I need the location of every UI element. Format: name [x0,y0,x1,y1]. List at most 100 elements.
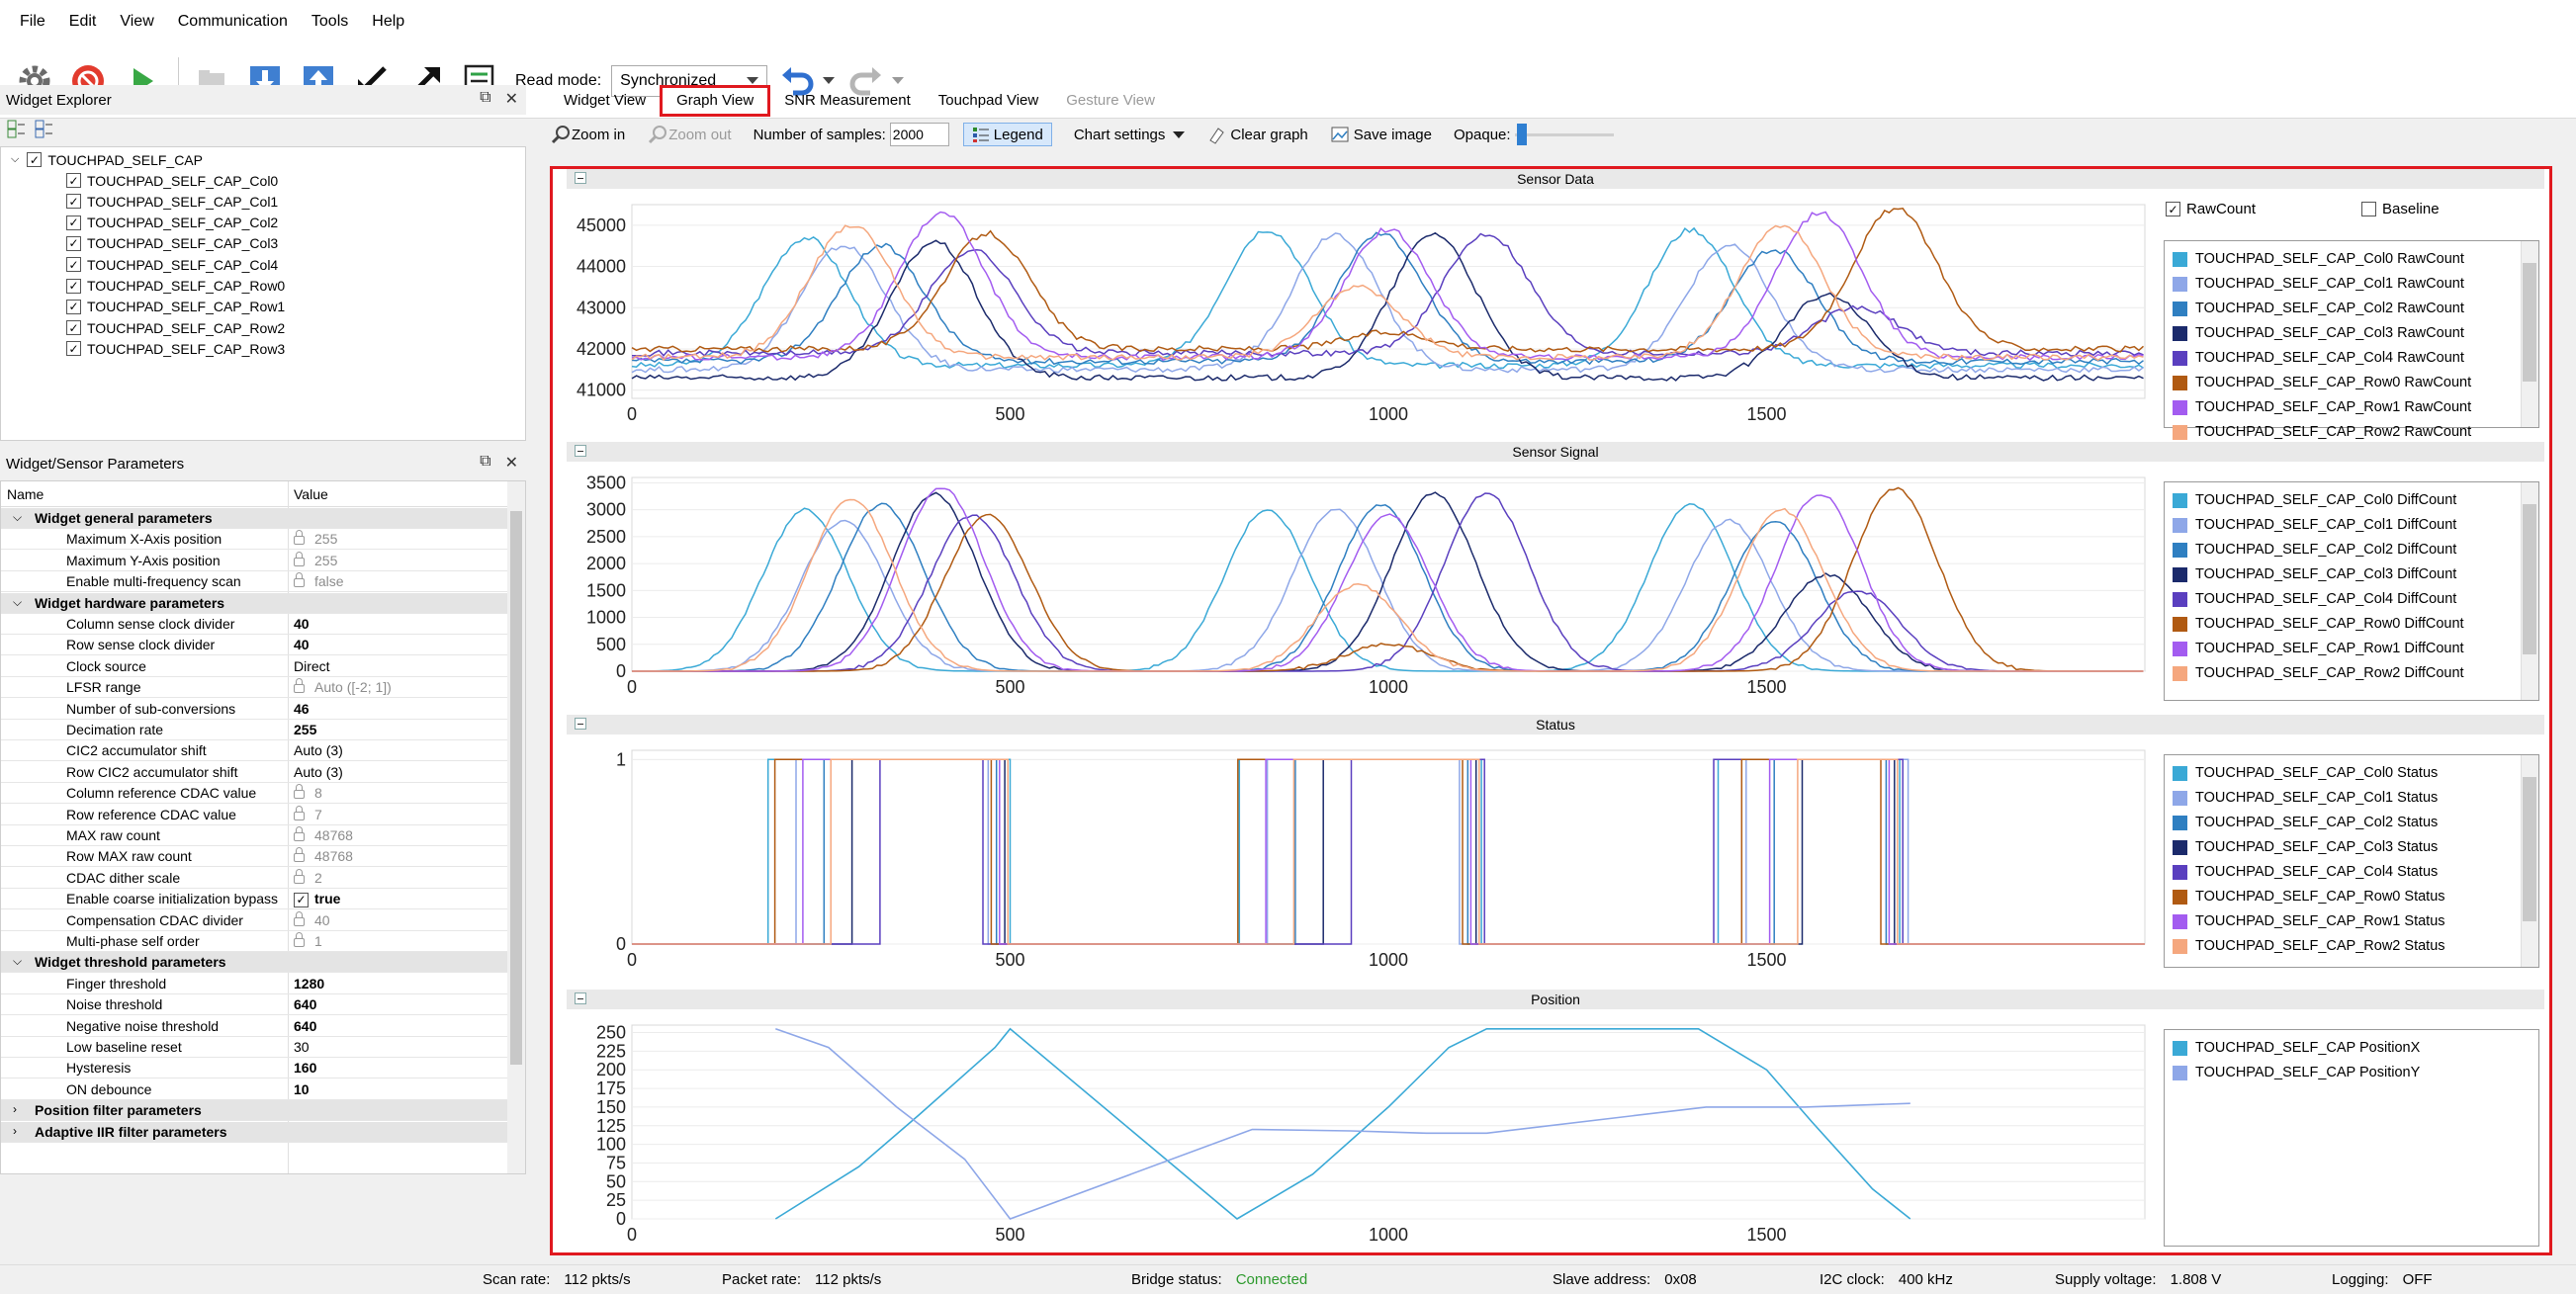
legend-item[interactable]: TOUCHPAD_SELF_CAP_Col1 Status [2173,786,2438,810]
legend-item[interactable]: TOUCHPAD_SELF_CAP_Col4 Status [2173,860,2438,884]
tab-snr-measurement[interactable]: SNR Measurement [784,92,911,109]
chevron-down-icon[interactable]: ⌵ [13,594,23,609]
tree-item[interactable]: ✓ TOUCHPAD_SELF_CAP_Row0 [66,276,285,297]
legend-item[interactable]: TOUCHPAD_SELF_CAP_Col3 DiffCount [2173,562,2456,586]
legend-scrollbar[interactable] [2521,755,2538,967]
chevron-down-icon[interactable]: ⌵ [13,510,23,524]
param-row[interactable]: MAX raw count 48768 [1,825,507,846]
legend-scrollbar[interactable] [2521,482,2538,700]
collapse-pane-icon[interactable] [575,172,586,184]
param-row[interactable]: Column sense clock divider 40 [1,614,507,635]
save-image-button[interactable]: Save image [1330,125,1432,144]
checkbox-checked-icon[interactable]: ✓ [66,235,81,251]
param-row[interactable]: Enable coarse initialization bypass ✓ true [1,889,507,910]
chart-plot[interactable]: 0 500 1000 1500 2000 2500 3000 3500 0 500 1000 1500 [567,464,2188,703]
param-row[interactable]: Row sense clock divider 40 [1,635,507,656]
legend-item[interactable]: TOUCHPAD_SELF_CAP_Row2 Status [2173,934,2445,958]
legend-item[interactable]: TOUCHPAD_SELF_CAP_Col2 Status [2173,811,2438,834]
legend-item[interactable]: TOUCHPAD_SELF_CAP_Row1 Status [2173,909,2445,933]
menu-help[interactable]: Help [372,13,405,30]
param-value-cell[interactable]: 10 [294,1081,310,1097]
param-value-cell[interactable]: 640 [294,996,316,1012]
legend-item[interactable]: TOUCHPAD_SELF_CAP_Row2 DiffCount [2173,661,2464,685]
check-all-icon[interactable] [6,119,26,138]
legend-item[interactable]: TOUCHPAD_SELF_CAP_Col0 DiffCount [2173,488,2456,512]
tree-item[interactable]: ✓ TOUCHPAD_SELF_CAP_Col0 [66,170,278,191]
redo-icon[interactable] [844,56,888,106]
checkbox-checked-icon[interactable]: ✓ [66,215,81,230]
checkbox-checked-icon[interactable]: ✓ [66,257,81,273]
close-panel-icon[interactable]: ✕ [504,91,518,108]
expand-chevron-icon[interactable]: ⌵ [11,153,20,165]
chart-legend[interactable]: TOUCHPAD_SELF_CAP_Col0 DiffCount TOUCHPAD… [2164,481,2539,701]
param-row[interactable]: ON debounce 10 [1,1079,507,1100]
param-row[interactable]: Finger threshold 1280 [1,974,507,994]
param-row[interactable]: Decimation rate 255 [1,720,507,740]
menu-view[interactable]: View [120,13,154,30]
legend-item[interactable]: TOUCHPAD_SELF_CAP_Col2 DiffCount [2173,538,2456,561]
param-row[interactable]: LFSR range Auto ([-2; 1]) [1,677,507,699]
param-row[interactable]: Multi-phase self order 1 [1,931,507,952]
opaque-slider[interactable] [1514,124,1614,145]
legend-item[interactable]: TOUCHPAD_SELF_CAP_Col2 RawCount [2173,297,2464,320]
param-row[interactable]: Noise threshold 640 [1,994,507,1016]
param-group-row[interactable]: ⌵ Widget hardware parameters [1,592,507,614]
legend-item[interactable]: TOUCHPAD_SELF_CAP_Row1 RawCount [2173,395,2471,419]
param-value-cell[interactable]: 40 [294,616,310,632]
legend-item[interactable]: TOUCHPAD_SELF_CAP PositionX [2173,1036,2420,1060]
legend-scroll-thumb[interactable] [2523,504,2536,654]
checkbox-checked-icon[interactable]: ✓ [66,173,81,188]
clear-graph-button[interactable]: Clear graph [1206,125,1308,144]
param-row[interactable]: Negative noise threshold 640 [1,1016,507,1037]
float-panel-icon[interactable]: ⧉ [480,453,491,470]
param-row[interactable]: Compensation CDAC divider 40 [1,910,507,931]
param-row[interactable]: Maximum Y-Axis position 255 [1,551,507,571]
legend-item[interactable]: TOUCHPAD_SELF_CAP_Row2 RawCount [2173,420,2471,444]
tree-item[interactable]: ✓ TOUCHPAD_SELF_CAP_Col1 [66,191,278,212]
legend-scroll-thumb[interactable] [2523,263,2536,382]
chart-settings-button[interactable]: Chart settings [1074,127,1186,143]
param-row[interactable]: Column reference CDAC value 8 [1,783,507,805]
param-row[interactable]: Row reference CDAC value 7 [1,805,507,825]
param-group-row[interactable]: ⌵ Widget general parameters [1,508,507,529]
collapse-pane-icon[interactable] [575,992,586,1004]
chart-legend[interactable]: TOUCHPAD_SELF_CAP PositionX TOUCHPAD_SELF… [2164,1029,2539,1247]
legend-item[interactable]: TOUCHPAD_SELF_CAP_Col1 RawCount [2173,272,2464,296]
param-group-row[interactable]: › Position filter parameters [1,1100,507,1122]
checkbox-checked-icon[interactable]: ✓ [66,320,81,336]
legend-item[interactable]: TOUCHPAD_SELF_CAP_Col4 RawCount [2173,346,2464,370]
tree-item[interactable]: ✓ TOUCHPAD_SELF_CAP_Col3 [66,233,278,254]
tree-item[interactable]: ✓ TOUCHPAD_SELF_CAP_Col4 [66,254,278,275]
legend-scrollbar[interactable] [2521,241,2538,427]
legend-item[interactable]: TOUCHPAD_SELF_CAP_Col3 RawCount [2173,321,2464,345]
legend-item[interactable]: TOUCHPAD_SELF_CAP_Col4 DiffCount [2173,587,2456,611]
param-value-cell[interactable]: 1280 [294,976,324,992]
checkbox-checked-icon[interactable]: ✓ [66,341,81,357]
param-value-cell[interactable]: 160 [294,1060,316,1076]
float-panel-icon[interactable]: ⧉ [480,89,491,106]
tree-item[interactable]: ✓ TOUCHPAD_SELF_CAP_Col2 [66,213,278,233]
param-value-cell[interactable]: Direct [294,658,330,674]
zoom-out-button[interactable]: Zoom out [647,124,732,145]
menu-edit[interactable]: Edit [68,13,97,30]
param-row[interactable]: Clock source Direct [1,656,507,677]
checkbox-unchecked-icon[interactable] [2361,202,2376,216]
samples-spinbox[interactable]: 2000 [889,123,949,146]
param-row[interactable]: CDAC dither scale 2 [1,868,507,889]
chart-legend[interactable]: TOUCHPAD_SELF_CAP_Col0 RawCount TOUCHPAD_… [2164,240,2539,440]
param-value-cell[interactable]: Auto (3) [294,764,343,780]
checkbox-checked-icon[interactable]: ✓ [66,194,81,210]
chevron-down-icon[interactable]: ⌵ [13,954,23,969]
legend-item[interactable]: TOUCHPAD_SELF_CAP_Row0 DiffCount [2173,612,2464,636]
param-group-row[interactable]: › Adaptive IIR filter parameters [1,1121,507,1143]
tab-touchpad-view[interactable]: Touchpad View [937,92,1039,109]
checkbox-checked-icon[interactable]: ✓ [66,278,81,294]
legend-item[interactable]: TOUCHPAD_SELF_CAP_Col0 Status [2173,761,2438,785]
legend-item[interactable]: TOUCHPAD_SELF_CAP_Col0 RawCount [2173,247,2464,271]
menu-file[interactable]: File [20,13,45,30]
checkbox-checked-icon[interactable]: ✓ [2166,202,2180,216]
param-row[interactable]: Number of sub-conversions 46 [1,699,507,720]
checkbox-checked-icon[interactable]: ✓ [27,152,43,167]
param-row[interactable]: Row CIC2 accumulator shift Auto (3) [1,762,507,783]
